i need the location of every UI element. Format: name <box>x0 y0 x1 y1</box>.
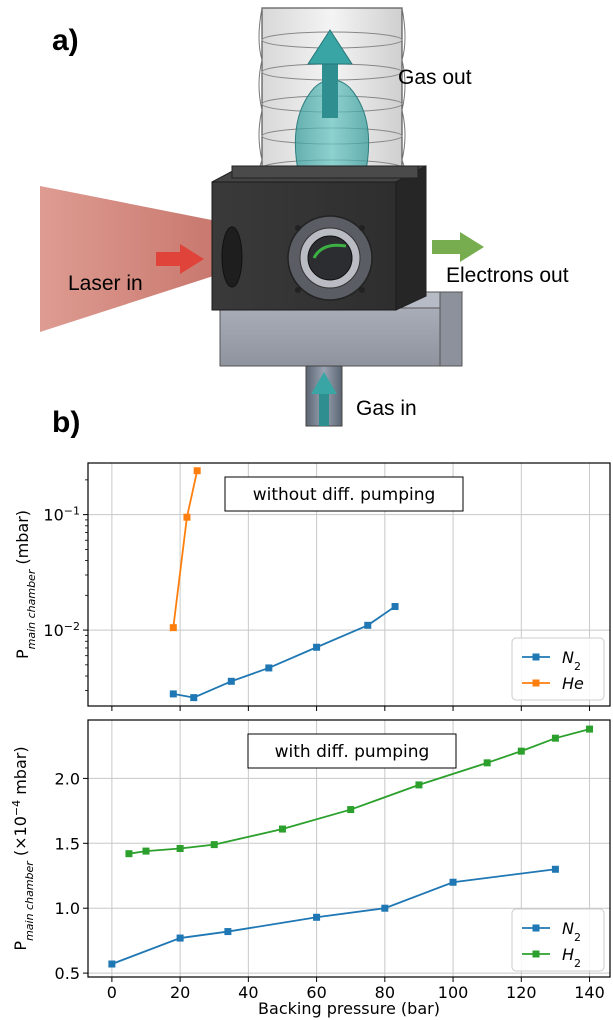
chart-with-diff-pumping: 0.5 1.0 1.5 2.0 0 20 40 60 80 100 120 140 with diff.… <box>10 719 611 1018</box>
data-point-N2 <box>551 865 559 873</box>
data-point-He <box>183 513 191 521</box>
data-point-N2 <box>190 694 198 702</box>
data-point-N2 <box>364 621 372 629</box>
data-point-H2 <box>551 734 559 742</box>
series-line-N2 <box>111 868 556 965</box>
legend-label: He <box>562 674 584 693</box>
legend <box>511 908 605 972</box>
electrons-out-label: Electrons out <box>446 264 569 287</box>
tick-label-y: 10−2 <box>43 620 80 641</box>
data-point-H2 <box>415 781 423 789</box>
data-point-H2 <box>278 825 286 833</box>
data-point-H2 <box>517 747 525 755</box>
legend-label: N2 <box>562 919 581 944</box>
tick-label-x: 60 <box>306 983 326 1002</box>
data-point-N2 <box>108 960 116 968</box>
panel-b-letter: b) <box>52 406 80 439</box>
tick-label-y: 2.0 <box>55 769 80 788</box>
series-line-N2 <box>173 605 396 699</box>
data-point-N2 <box>313 913 321 921</box>
legend-swatch-marker <box>532 924 540 932</box>
series-line-He <box>172 470 199 628</box>
legend-label: H2 <box>562 945 581 970</box>
data-point-N2 <box>224 928 232 936</box>
data-point-N2 <box>391 603 399 611</box>
y-axis-label: Pmain chamber (×10−4 mbar) <box>10 746 36 950</box>
data-point-H2 <box>483 759 491 767</box>
data-point-H2 <box>176 845 184 852</box>
tick-label-x: 140 <box>574 983 605 1002</box>
panel-a-letter: a) <box>52 24 79 57</box>
data-point-N2 <box>176 934 184 942</box>
laser-in-label: Laser in <box>68 272 143 295</box>
data-point-H2 <box>347 806 355 814</box>
tick-label-x: 80 <box>375 983 395 1002</box>
data-point-He <box>193 467 201 475</box>
gas-in-rod <box>305 365 343 427</box>
chart-title-box <box>247 733 457 769</box>
gas-in-label: Gas in <box>356 397 417 420</box>
gas-out-arrow <box>307 29 353 118</box>
data-point-H2 <box>586 725 594 733</box>
data-point-He <box>169 624 177 632</box>
data-point-N2 <box>449 878 457 886</box>
tick-label-x: 0 <box>107 983 117 1002</box>
data-point-N2 <box>313 643 321 651</box>
tick-label-x: 100 <box>438 983 469 1002</box>
chart-title: without diff. pumping <box>253 485 436 505</box>
legend-swatch-marker <box>532 950 540 958</box>
tick-label-x: 120 <box>506 983 537 1002</box>
data-point-N2 <box>169 690 177 698</box>
data-point-H2 <box>142 847 150 855</box>
plot-frame <box>87 462 611 707</box>
legend <box>511 637 605 701</box>
chamber-box <box>211 165 427 311</box>
laser-in-arrow <box>156 244 204 274</box>
tick-label-x: 40 <box>238 983 258 1002</box>
chart-title: with diff. pumping <box>275 742 430 762</box>
data-point-N2 <box>381 904 389 912</box>
data-point-H2 <box>210 841 218 849</box>
panel-a-illustration: a) Gas out Laser in <box>40 7 569 427</box>
chart-title-box <box>224 476 464 512</box>
legend-label: N2 <box>562 648 581 673</box>
legend-swatch-marker <box>532 679 540 687</box>
legend-swatch-marker <box>532 653 540 661</box>
gas-out-label: Gas out <box>398 66 472 89</box>
tick-label-y: 1.5 <box>55 834 80 853</box>
tick-label-y: 0.5 <box>55 964 80 983</box>
y-axis-label: Pmain chamber (mbar) <box>13 510 38 659</box>
data-point-H2 <box>125 850 133 858</box>
electrons-out-arrow <box>432 232 484 262</box>
x-axis-label: Backing pressure (bar) <box>258 999 440 1018</box>
gas-in-arrow <box>311 372 337 394</box>
tick-label-y: 10−1 <box>43 504 80 525</box>
tick-label-x: 20 <box>170 983 190 1002</box>
tick-label-y: 1.0 <box>55 899 80 918</box>
laser-beam <box>40 186 232 332</box>
data-point-N2 <box>227 677 235 685</box>
plot-frame <box>87 719 611 978</box>
data-point-N2 <box>265 664 273 672</box>
